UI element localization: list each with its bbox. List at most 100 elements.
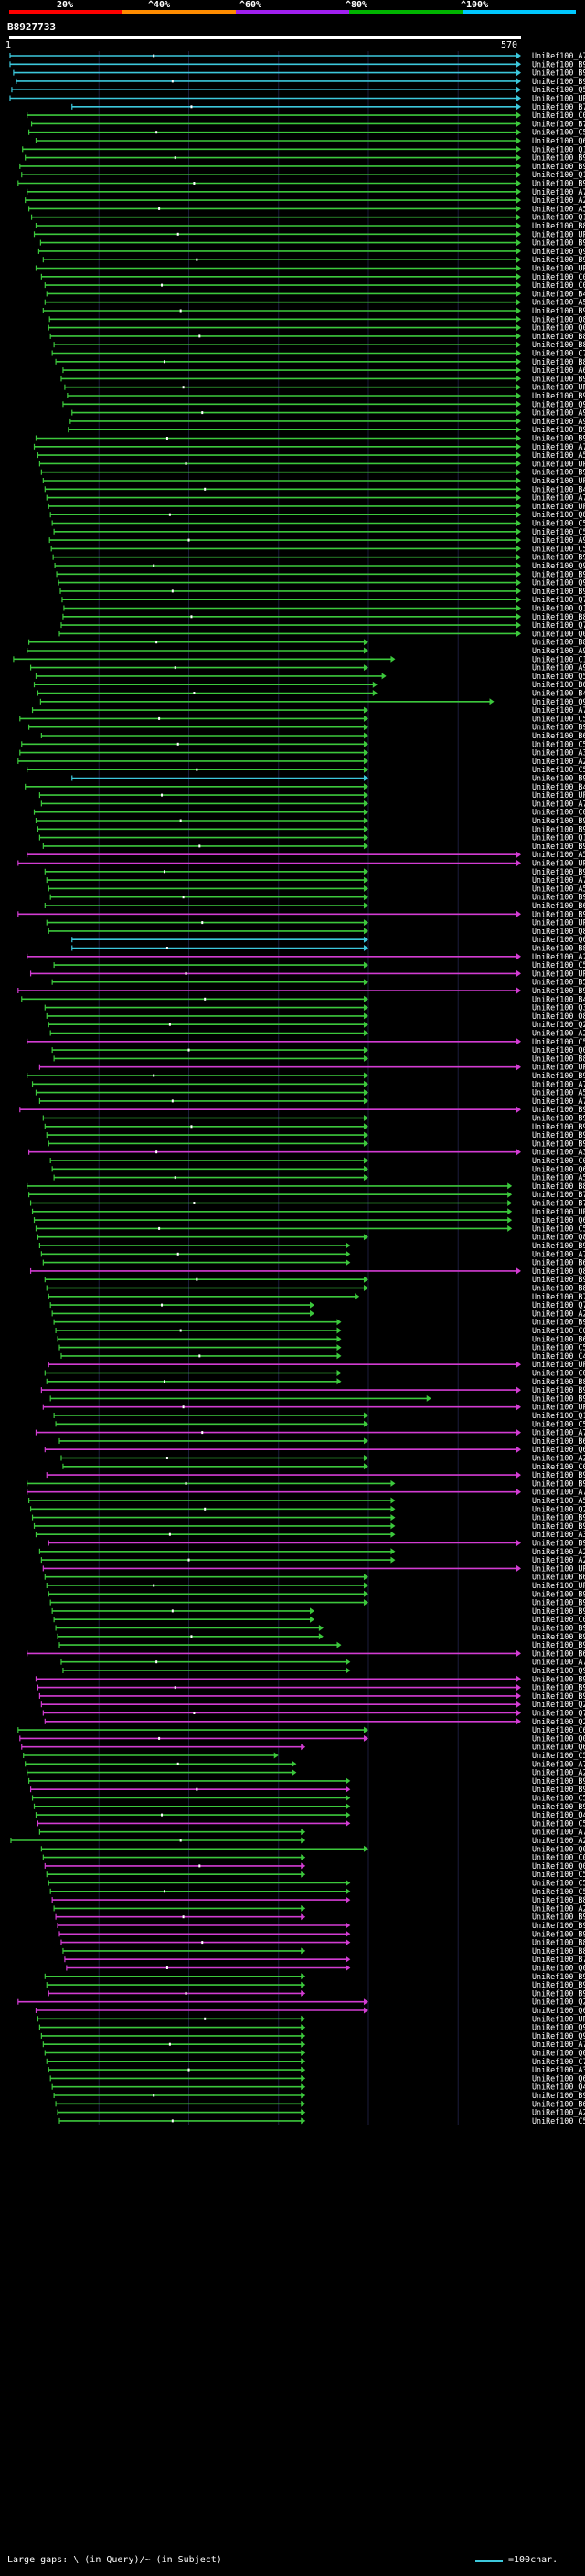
hit-arrow — [516, 384, 521, 391]
hit-label: UniRef100_A7QL55 — [532, 1488, 585, 1497]
hit-arrow — [516, 910, 521, 917]
hit-label: UniRef100_B8AWT7 — [532, 612, 585, 621]
hit-label: UniRef100_A7PT38 — [532, 1097, 585, 1106]
hit-arrow — [516, 86, 521, 93]
hit-label: UniRef100_Q6P0K9 — [532, 1743, 585, 1752]
hit-row: UniRef100_C5Z2J0 — [58, 2116, 585, 2125]
hit-row: UniRef100_B9FZ40 — [31, 1513, 585, 1522]
hit-arrow — [516, 1675, 521, 1682]
hit-arrow — [301, 1973, 306, 1980]
hit-row: UniRef100_B9HE31 — [38, 1691, 585, 1701]
hit-label: UniRef100_B8BA66 — [532, 357, 585, 366]
hit-arrow — [301, 2092, 306, 2099]
hit-row: UniRef100_B8A320 — [53, 1054, 585, 1063]
hit-row: UniRef100_B9HEX5 — [39, 239, 585, 248]
gap-marker — [171, 589, 174, 593]
hit-label: UniRef100_B9SWT8 — [532, 1318, 585, 1327]
gap-marker — [187, 2068, 190, 2072]
hit-row: UniRef100_B9IFN5 — [28, 723, 585, 732]
hit-row: UniRef100_Q8H069 — [37, 1233, 585, 1242]
hit-label: UniRef100_A9SEB7 — [532, 663, 585, 673]
hit-label: UniRef100_B8A320 — [532, 1054, 585, 1063]
alignment-plot: UniRef100_A7PQK7UniRef100_B9HQK3UniRef10… — [9, 51, 585, 2125]
unit-scale-bar — [475, 2560, 503, 2562]
hit-row: UniRef100_C5XW18 — [23, 1751, 585, 1760]
hit-label: UniRef100_A2WVH3 — [532, 1547, 585, 1556]
hit-row: UniRef100_Q2S970 — [44, 1717, 585, 1726]
hit-label: UniRef100_B9HQK3 — [532, 59, 585, 69]
hit-arrow — [516, 860, 521, 866]
hit-row: UniRef100_B9RUL0 — [40, 1385, 585, 1394]
hit-label: UniRef100_UP1000.. — [532, 859, 585, 868]
hit-row: UniRef100_B7FR83 — [64, 1955, 585, 1964]
hit-arrow — [346, 1795, 351, 1801]
hit-row: UniRef100_Q10L17 — [38, 833, 585, 843]
hit-row: UniRef100_B9T419 — [46, 1130, 585, 1140]
hit-label: UniRef100_C5XWG2 — [532, 1879, 585, 1888]
hit-label: UniRef100_B7ZX73 — [532, 1292, 585, 1301]
hit-row: UniRef100_UP1000.. — [48, 1360, 585, 1369]
hit-row: UniRef100_B9SKR5 — [67, 391, 585, 400]
hit-row: UniRef100_A5B405 — [48, 884, 585, 893]
hit-row: UniRef100_Q3EBE5 — [44, 1003, 585, 1012]
hit-row: UniRef100_B9SN66 — [13, 69, 585, 78]
hit-arrow — [516, 1684, 521, 1691]
hit-label: UniRef100_C5YQT1 — [532, 1818, 585, 1828]
hit-arrow — [516, 1649, 521, 1657]
hit-arrow — [355, 1293, 360, 1300]
hit-arrow — [516, 256, 521, 263]
hit-row: UniRef100_UP1000.. — [42, 476, 585, 485]
hit-row: UniRef100_UP1000.. — [46, 918, 585, 928]
identity-color-scale — [9, 10, 576, 14]
hit-label: UniRef100_A3BHW1 — [532, 2065, 585, 2074]
scale-segment-purple — [236, 10, 349, 14]
hit-row: UniRef100_C5XQD1 — [51, 519, 585, 528]
hit-row: UniRef100_C0P413 — [27, 111, 585, 120]
hit-row: UniRef100_B9HE12 — [37, 1683, 585, 1692]
hit-arrow — [516, 562, 521, 569]
hit-label: UniRef100_C5WR83 — [532, 128, 585, 137]
hit-label: UniRef100_B7ZQ45 — [532, 1199, 585, 1208]
hit-arrow — [516, 460, 521, 467]
hit-row: UniRef100_C5YCS3 — [46, 1870, 585, 1879]
hit-row: UniRef100_Q6GP0 — [51, 1164, 585, 1173]
hit-label: UniRef100_B4FBP2 — [532, 994, 585, 1003]
hit-label: UniRef100_Q0ML22 — [532, 1861, 585, 1871]
hit-arrow — [516, 554, 521, 561]
hit-label: UniRef100_B9I0A3 — [532, 824, 585, 833]
hit-row: UniRef100_UP1000.. — [64, 383, 585, 392]
hit-row: UniRef100_B9RSL2 — [16, 77, 585, 86]
hit-arrow — [516, 485, 521, 493]
hit-arrow — [363, 1131, 368, 1139]
hit-label: UniRef100_B9TUN5 — [532, 1394, 585, 1403]
hit-arrow — [363, 1437, 368, 1445]
query-ruler — [9, 36, 521, 39]
hit-label: UniRef100_B9HEX5 — [532, 239, 585, 248]
hit-row: UniRef100_A7QEJ3 — [42, 2040, 585, 2049]
hit-arrow — [363, 1165, 368, 1172]
hit-label: UniRef100_UP1000.. — [532, 790, 585, 800]
hit-arrow — [516, 205, 521, 212]
hit-row: UniRef100_A9SS74 — [27, 646, 585, 655]
hit-arrow — [363, 791, 368, 799]
hit-arrow — [363, 817, 368, 824]
hit-row: UniRef100_A7PLP6 — [35, 1428, 585, 1437]
hit-row: UniRef100_C5XC50 — [27, 765, 585, 774]
hit-label: UniRef100_Q10G69 — [532, 170, 585, 179]
hit-label: UniRef100_A5B5W2 — [532, 850, 585, 859]
hit-arrow — [363, 706, 368, 714]
hit-row: UniRef100_B8AWT7 — [62, 612, 585, 621]
hit-arrow — [363, 1420, 368, 1427]
hit-label: UniRef100_C0LW17 — [532, 1853, 585, 1862]
hit-arrow — [363, 885, 368, 892]
gap-marker — [155, 1150, 158, 1154]
hit-row: UniRef100_B9GSB3 — [58, 1640, 585, 1649]
hit-row: UniRef100_Q9FNB9 — [39, 697, 585, 706]
ruler-end-label: 570 — [501, 40, 518, 50]
gap-marker — [171, 80, 174, 83]
gap-marker — [174, 1686, 176, 1690]
hit-row: UniRef100_C5WR83 — [28, 128, 585, 137]
gap-marker — [185, 1481, 187, 1485]
hit-arrow — [336, 1319, 342, 1326]
hit-label: UniRef100_B8AKE2 — [532, 1377, 585, 1386]
